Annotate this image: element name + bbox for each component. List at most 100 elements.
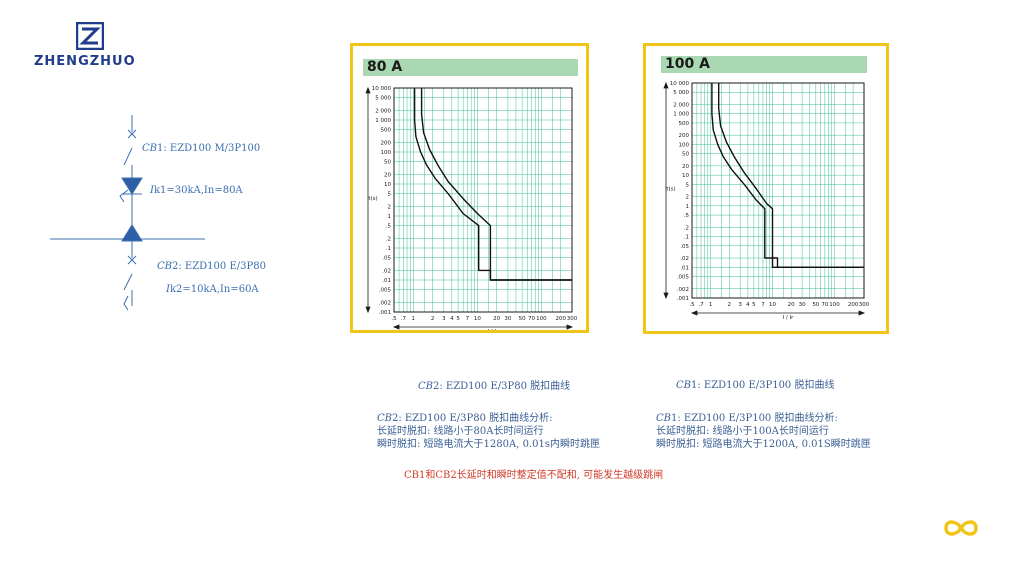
coordination-warning: CB1和CB2长延时和瞬时整定值不配和, 可能发生越级跳闸 [404, 470, 664, 481]
trip-curve-0 [711, 83, 864, 269]
chart-title: 100 A [661, 56, 867, 73]
analysis-cb2: 𝐶𝐵2: EZD100 E/3P80 脱扣曲线分析: 长延时脱扣: 线路小于80… [377, 412, 600, 451]
x-tick-label: 200 [848, 302, 859, 308]
y-tick-label: .01 [382, 278, 391, 284]
y-tick-label: 5 [388, 192, 392, 198]
x-axis-label: I / Ir [783, 315, 795, 321]
infinity-icon [944, 520, 978, 536]
y-tick-label: 2 [686, 195, 690, 201]
y-tick-label: 500 [381, 128, 392, 134]
y-tick-label: 1 [388, 214, 392, 220]
plot-frame [691, 82, 865, 299]
ik2-label: 𝐼k2=10kA,In=60A [166, 284, 259, 295]
cb2-label: 𝐶𝐵2: EZD100 E/3P80 [157, 261, 266, 272]
chart-title: 80 A [363, 59, 578, 76]
x-tick-label: 200 [555, 316, 566, 322]
y-axis-label: t(s) [368, 196, 377, 202]
y-tick-label: .05 [382, 256, 391, 262]
analysis-line: 长延时脱扣: 线路小于80A长时间运行 [377, 426, 544, 437]
y-tick-label: 200 [381, 140, 392, 146]
y-tick-label: 50 [384, 160, 391, 166]
y-tick-label: 10 000 [670, 81, 690, 87]
x-tick-label: 3 [442, 316, 446, 322]
y-tick-label: .001 [379, 310, 391, 316]
logo: ZHENGZHUO [34, 22, 146, 72]
y-arrow-head-down [365, 306, 371, 314]
y-tick-label: .05 [680, 244, 689, 250]
x-tick-label: 20 [788, 302, 795, 308]
x-tick-label: .5 [391, 316, 397, 322]
x-tick-label: 30 [799, 302, 806, 308]
y-tick-label: 10 000 [372, 86, 392, 92]
y-tick-label: .5 [684, 213, 690, 219]
y-tick-label: .002 [379, 300, 391, 306]
y-tick-label: .1 [684, 235, 689, 241]
x-tick-label: 5 [456, 316, 460, 322]
y-tick-label: .001 [677, 296, 689, 302]
y-tick-label: .1 [386, 246, 391, 252]
x-arrow-head-left [690, 310, 698, 316]
y-tick-label: .005 [379, 288, 392, 294]
y-tick-label: 100 [679, 142, 690, 148]
analysis-cb1: 𝐶𝐵1: EZD100 E/3P100 脱扣曲线分析: 长延时脱扣: 线路小于1… [656, 412, 871, 451]
x-tick-label: 50 [812, 302, 819, 308]
x-tick-label: 5 [752, 302, 756, 308]
y-tick-label: 2 000 [673, 102, 689, 108]
ik1-label: 𝐼k1=30kA,In=80A [150, 185, 243, 196]
caption-cb2-curve: 𝐶𝐵2: EZD100 E/3P80 脱扣曲线 [418, 381, 571, 392]
chart-panel-80a: 80 A 10 000 5 000 2 000 1 000 500 200 100 50 20 1… [350, 43, 589, 333]
y-tick-label: .2 [684, 225, 689, 231]
y-tick-label: 1 [686, 204, 690, 210]
x-tick-label: 300 [859, 302, 870, 308]
x-tick-label: 50 [519, 316, 526, 322]
y-tick-label: 10 [384, 182, 391, 188]
x-tick-label: 2 [431, 316, 435, 322]
x-arrow-head-right [566, 324, 574, 330]
y-tick-label: .5 [386, 224, 392, 230]
x-tick-label: 2 [728, 302, 732, 308]
x-axis-label: I / Ir [488, 329, 500, 330]
x-tick-label: 7 [466, 316, 470, 322]
y-tick-label: 500 [679, 121, 690, 127]
circuit-diagram [50, 115, 205, 311]
analysis-line: 瞬时脱扣: 短路电流大于1200A, 0.01S瞬时跳匣 [656, 439, 871, 450]
grid [393, 87, 573, 313]
analysis-line: 长延时脱扣: 线路小于100A长时间运行 [656, 426, 829, 437]
x-tick-label: 100 [829, 302, 840, 308]
y-tick-label: .005 [677, 275, 690, 281]
x-arrow-head-left [392, 324, 400, 330]
y-tick-label: 100 [381, 150, 392, 156]
plot-frame [393, 87, 573, 313]
y-tick-label: 20 [682, 164, 689, 170]
y-tick-label: 5 000 [673, 90, 689, 96]
y-tick-label: .002 [677, 287, 689, 293]
x-tick-label: 10 [769, 302, 776, 308]
x-tick-label: 70 [821, 302, 828, 308]
x-tick-label: 4 [746, 302, 750, 308]
y-tick-label: 2 000 [375, 108, 391, 114]
cb1-label: 𝐶𝐵1: EZD100 M/3P100 [142, 143, 261, 154]
x-tick-label: .7 [698, 302, 704, 308]
chart-panel-100a: 100 A 10 000 5 000 2 000 1 000 500 200 100 50 20… [643, 43, 889, 334]
y-tick-label: 50 [682, 152, 689, 158]
y-tick-label: 20 [384, 172, 391, 178]
trip-curve-chart: 10 000 5 000 2 000 1 000 500 200 100 50 20 10 5 2 1.… [365, 86, 578, 330]
y-tick-label: 5 000 [375, 96, 391, 102]
y-arrow-head-down [663, 292, 669, 300]
y-arrow-head-up [663, 81, 669, 89]
logo-brand: ZHENGZHUO [34, 54, 136, 69]
y-tick-label: 200 [679, 133, 690, 139]
y-tick-label: 10 [682, 173, 689, 179]
analysis-line: 瞬时脱扣: 短路电流大于1280A, 0.01s内瞬时跳匣 [377, 439, 600, 450]
x-tick-label: 7 [761, 302, 765, 308]
y-axis-label: t(s) [666, 187, 675, 193]
x-tick-label: 10 [474, 316, 481, 322]
x-tick-label: .5 [689, 302, 695, 308]
axis-arrows [663, 81, 866, 316]
trip-curve-1 [420, 88, 572, 281]
y-tick-label: 5 [686, 182, 690, 188]
y-tick-label: 2 [388, 204, 392, 210]
y-tick-label: .02 [680, 256, 689, 262]
analysis-line: 𝐶𝐵1: EZD100 E/3P100 脱扣曲线分析: [656, 413, 838, 424]
x-tick-label: 1 [412, 316, 416, 322]
